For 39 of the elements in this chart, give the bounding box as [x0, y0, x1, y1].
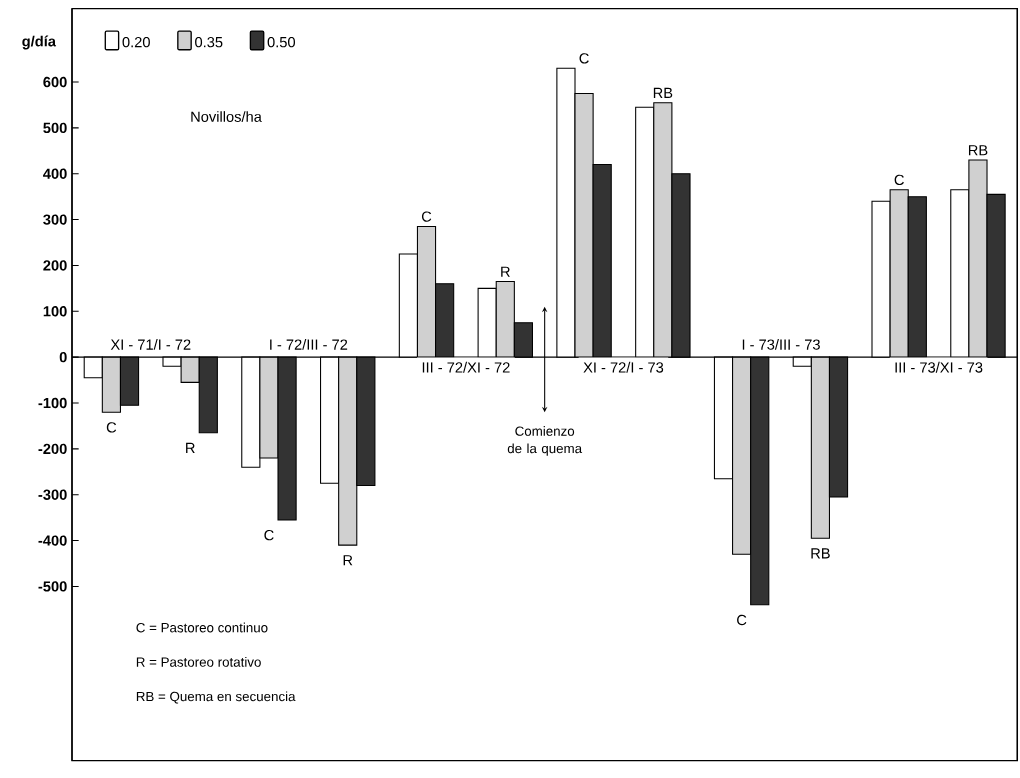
x-tick-label: RB — [811, 548, 830, 559]
annotation: III - 73/XI - 73 — [895, 361, 983, 373]
x-tick-label: R — [501, 266, 510, 277]
x-tick-label: C — [737, 614, 747, 626]
y-tick-label: 300 — [43, 214, 67, 225]
annotation: I - 72/III - 72 — [270, 339, 348, 350]
annotation: XI - 71/I - 72 — [110, 339, 191, 350]
x-tick-label: R — [343, 555, 353, 566]
y-tick-label: -300 — [38, 489, 67, 500]
legend-label: 0.20 — [122, 36, 150, 48]
y-tick-label: -100 — [38, 397, 67, 409]
x-tick-label: C — [106, 422, 117, 433]
x-tick-label: RB — [653, 87, 673, 98]
y-tick-label: -400 — [38, 535, 67, 546]
y-tick-label: 600 — [43, 76, 67, 88]
annotation: R = Pastoreo rotativo — [136, 657, 261, 667]
annotation: RB = Quema en secuencia — [136, 691, 296, 704]
x-tick-label: C — [894, 174, 904, 186]
y-axis-title: g/día — [22, 35, 57, 50]
x-tick-label: C — [264, 529, 274, 541]
legend-label: 0.35 — [195, 36, 223, 48]
annotation: III - 72/XI - 72 — [422, 361, 510, 373]
annotation: XI - 72/I - 73 — [583, 361, 664, 373]
annotation: I - 73/III - 73 — [742, 339, 820, 350]
annotation: C = Pastoreo continuo — [136, 622, 268, 633]
y-tick-label: 400 — [43, 168, 67, 179]
y-tick-label: 200 — [43, 260, 67, 271]
legend-title: Novillos/ha — [191, 111, 262, 122]
y-tick-label: 0 — [59, 351, 67, 363]
x-tick-label: C — [421, 211, 432, 222]
annotation: Comienzo de la quema — [507, 426, 583, 456]
x-tick-label: RB — [968, 145, 988, 156]
y-tick-label: -500 — [38, 581, 67, 592]
x-tick-label: C — [579, 53, 589, 64]
y-tick-label: 100 — [43, 306, 67, 317]
y-tick-label: -200 — [38, 443, 67, 455]
y-tick-label: 500 — [43, 122, 67, 134]
x-tick-label: R — [186, 442, 195, 453]
legend-label: 0.50 — [267, 36, 296, 48]
